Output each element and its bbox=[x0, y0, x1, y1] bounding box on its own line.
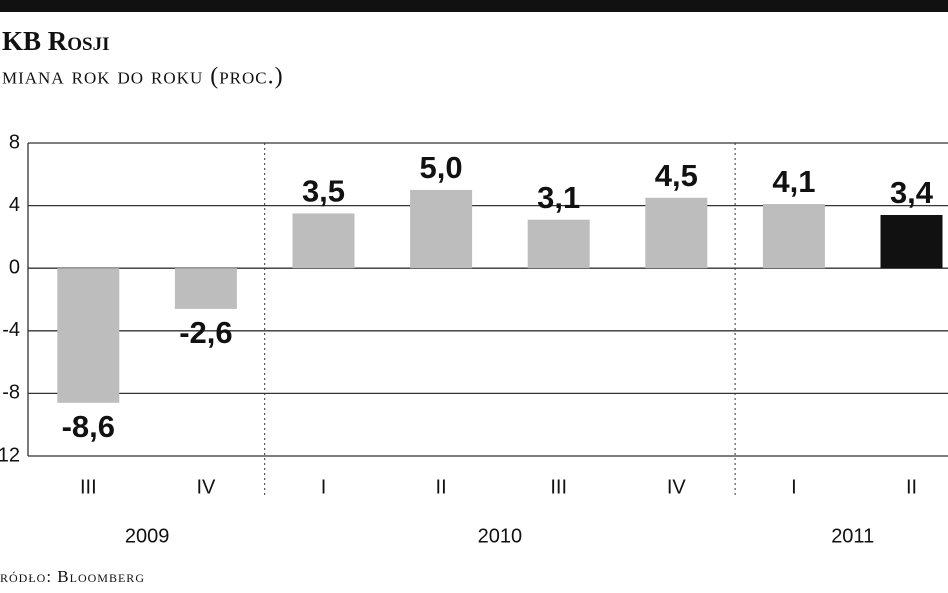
value-label: 3,5 bbox=[302, 174, 345, 209]
x-tick-label: IV bbox=[196, 476, 216, 498]
bar bbox=[880, 214, 943, 269]
y-tick-label: -8 bbox=[2, 382, 20, 404]
group-label: 2009 bbox=[125, 525, 170, 547]
source: ródło: Bloomberg bbox=[0, 567, 145, 586]
value-label: 5,0 bbox=[420, 150, 463, 185]
group-label: 2010 bbox=[478, 525, 523, 547]
value-label: 3,4 bbox=[890, 175, 934, 210]
value-label: 4,1 bbox=[772, 164, 815, 199]
value-label: 3,1 bbox=[537, 180, 580, 215]
bar bbox=[410, 189, 473, 269]
y-tick-label: 4 bbox=[9, 194, 20, 216]
chart-subtitle: miana rok do roku (proc.) bbox=[2, 64, 284, 90]
x-tick-label: I bbox=[321, 476, 327, 498]
value-label: 4,5 bbox=[655, 158, 698, 193]
x-tick-label: III bbox=[550, 476, 567, 498]
value-label: -8,6 bbox=[62, 409, 115, 444]
y-tick-label: 8 bbox=[9, 131, 20, 153]
x-tick-label: II bbox=[906, 476, 917, 498]
y-tick-label: -12 bbox=[0, 444, 20, 466]
x-tick-label: I bbox=[791, 476, 797, 498]
x-tick-label: II bbox=[436, 476, 447, 498]
bar bbox=[57, 268, 120, 403]
chart-title: KB Rosji bbox=[2, 26, 110, 56]
group-label: 2011 bbox=[831, 525, 874, 547]
value-label: -2,6 bbox=[179, 315, 232, 350]
x-tick-label: IV bbox=[667, 476, 687, 498]
bar bbox=[292, 213, 355, 269]
top-bar bbox=[0, 0, 948, 12]
bar bbox=[174, 268, 237, 309]
y-tick-label: 0 bbox=[9, 256, 20, 278]
x-tick-label: III bbox=[80, 476, 97, 498]
bar bbox=[645, 197, 708, 269]
bar bbox=[762, 204, 825, 269]
y-tick-label: -4 bbox=[2, 319, 20, 341]
bar bbox=[527, 219, 590, 269]
